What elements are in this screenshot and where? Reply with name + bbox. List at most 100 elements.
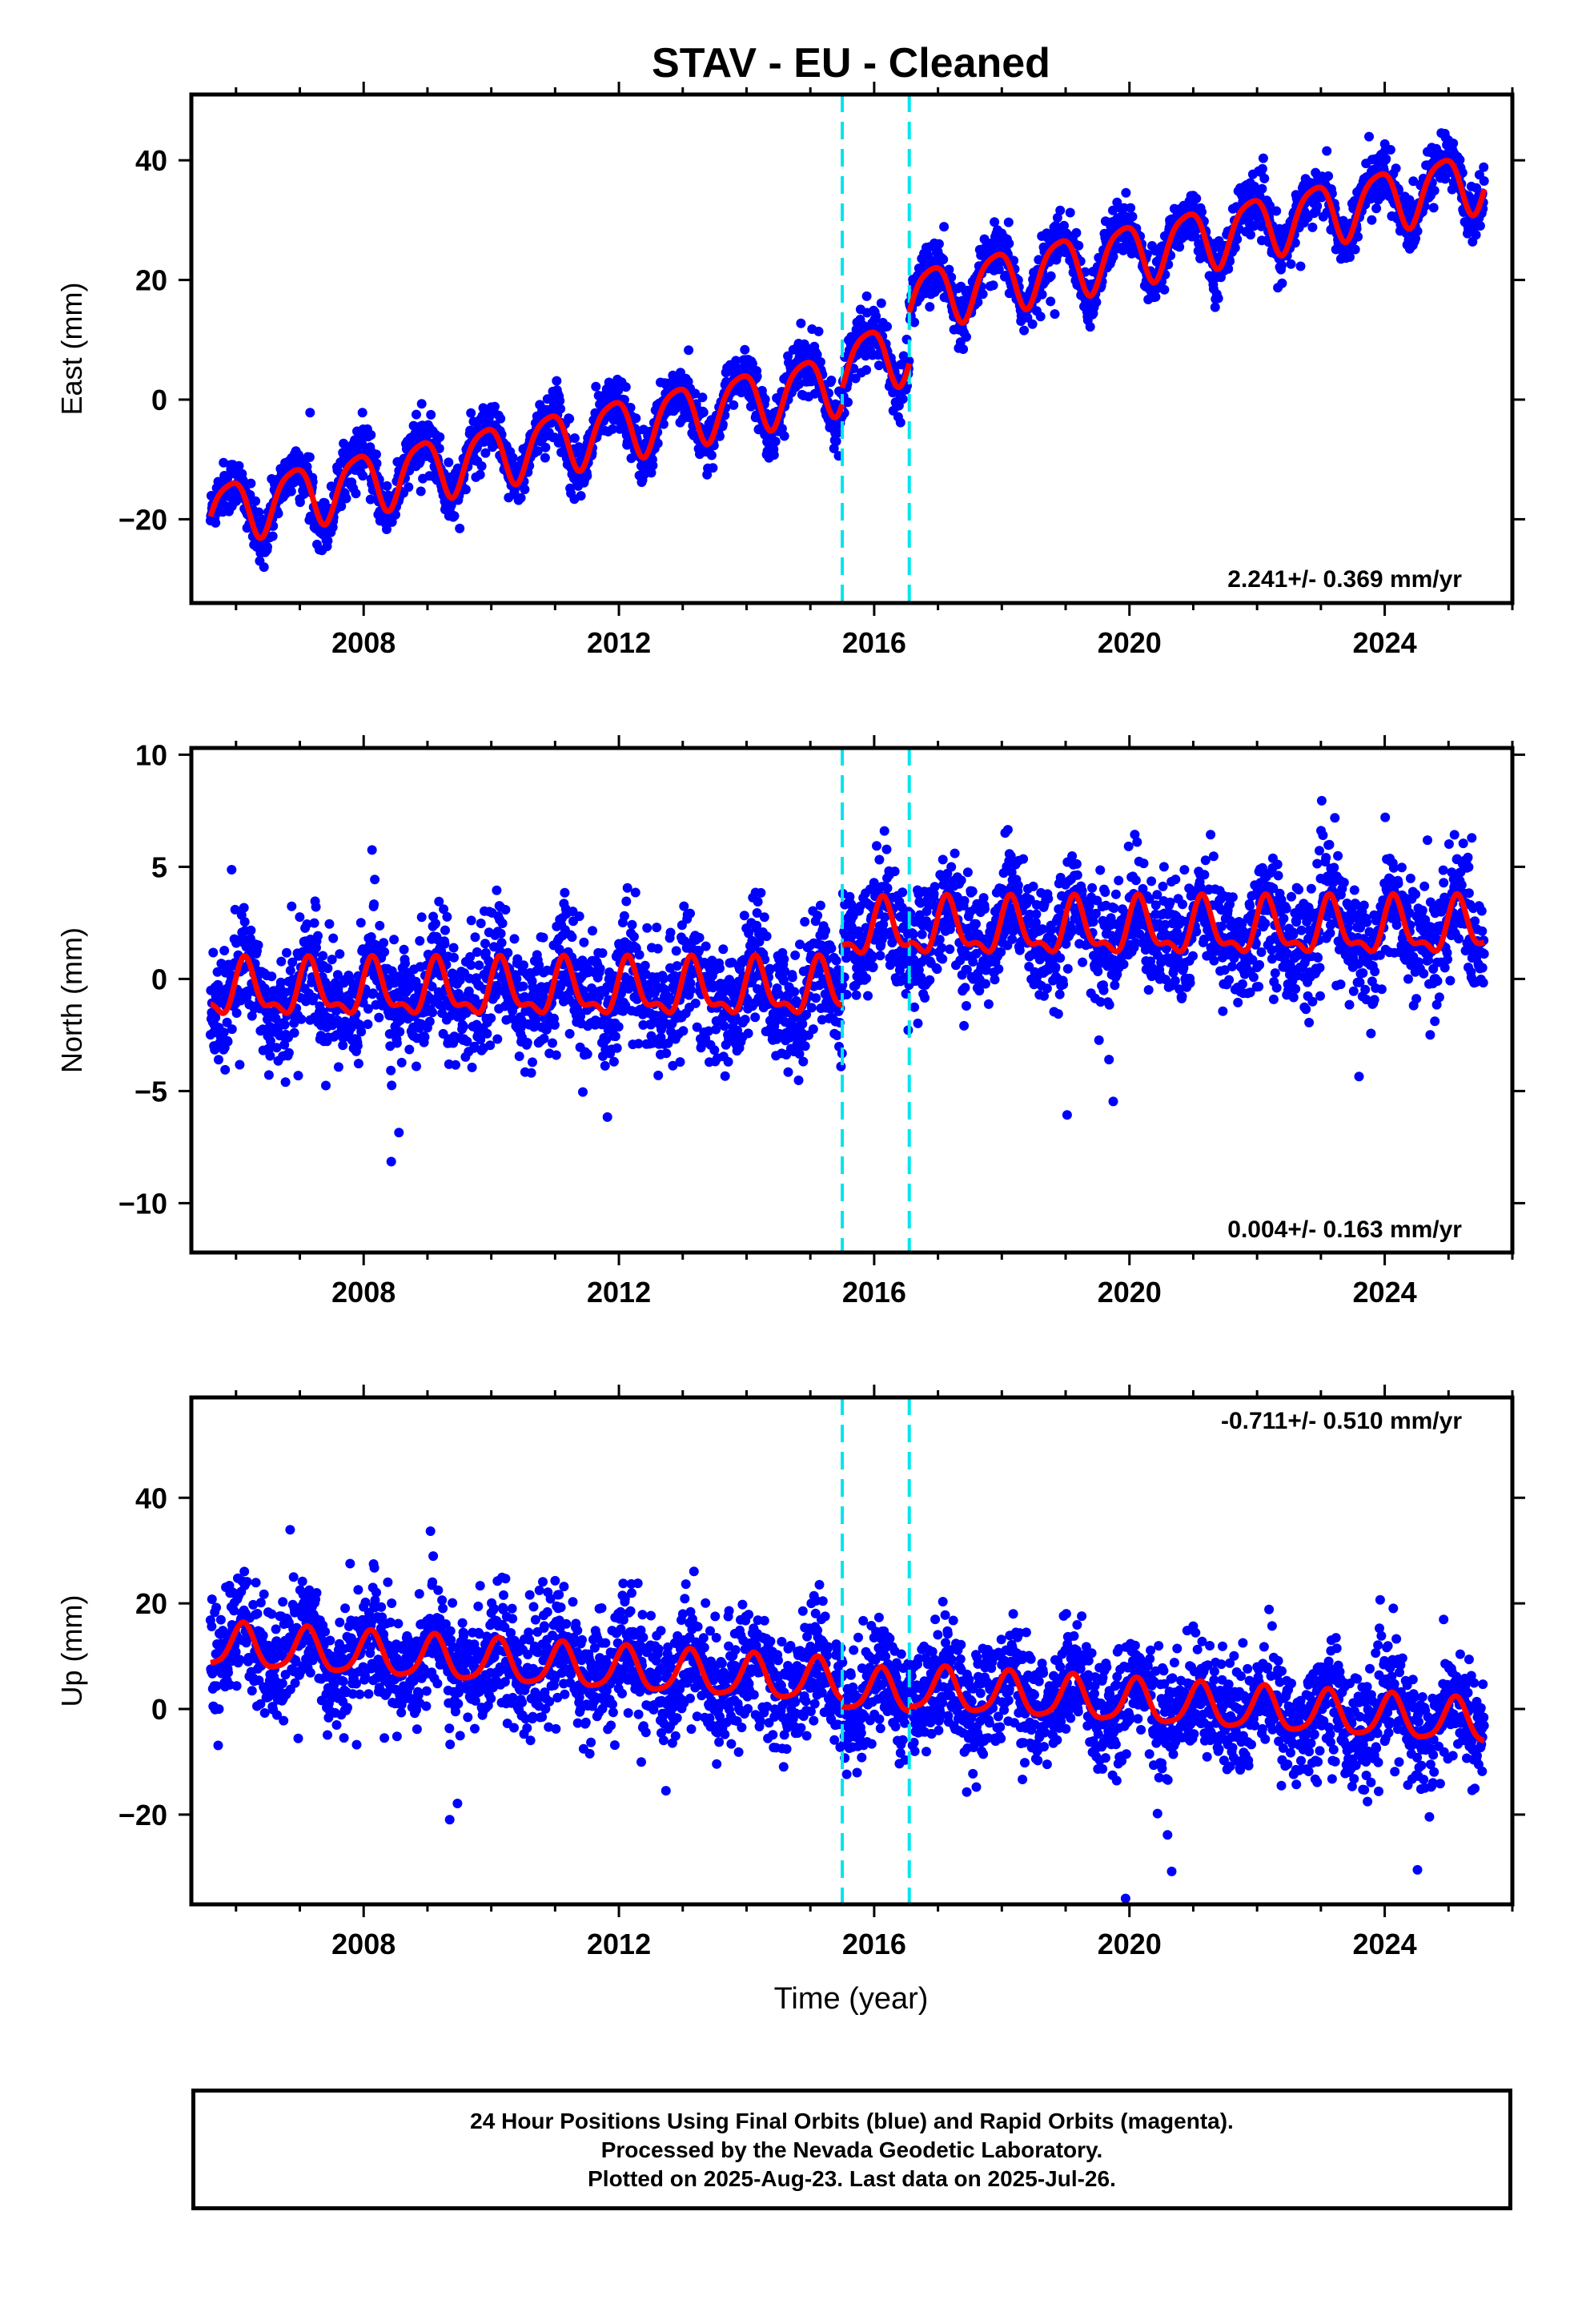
observation-point bbox=[211, 517, 221, 528]
observation-point bbox=[1230, 243, 1240, 253]
observation-point bbox=[1071, 227, 1082, 238]
observation-point bbox=[555, 396, 565, 406]
observation-point bbox=[324, 919, 335, 929]
observation-point bbox=[684, 345, 694, 356]
observation-point bbox=[780, 966, 790, 976]
observation-point bbox=[375, 920, 385, 931]
observation-point bbox=[415, 935, 425, 946]
observation-point bbox=[434, 444, 444, 453]
observation-point bbox=[386, 1065, 396, 1076]
observation-point bbox=[219, 1027, 229, 1038]
observation-point bbox=[777, 424, 787, 434]
y-tick-label: 0 bbox=[151, 384, 167, 416]
observation-point bbox=[509, 934, 520, 944]
observation-point bbox=[486, 1013, 496, 1023]
y-tick-label: 40 bbox=[135, 144, 167, 177]
observation-point bbox=[608, 1056, 619, 1067]
observation-point bbox=[794, 379, 804, 389]
observation-point bbox=[500, 905, 511, 915]
observation-point bbox=[551, 1050, 561, 1060]
observation-point bbox=[794, 1049, 805, 1059]
observation-point bbox=[1035, 312, 1046, 322]
observation-point bbox=[480, 448, 491, 458]
observation-point bbox=[578, 1087, 588, 1097]
observation-point bbox=[1249, 221, 1259, 231]
observation-point bbox=[665, 995, 675, 1006]
observation-point bbox=[1385, 145, 1395, 155]
observation-point bbox=[275, 977, 286, 987]
observation-point bbox=[793, 1076, 804, 1085]
observation-point bbox=[704, 1026, 714, 1036]
observation-point bbox=[729, 400, 739, 410]
observation-point bbox=[353, 1059, 363, 1069]
observation-point bbox=[426, 409, 436, 420]
observation-point bbox=[1074, 240, 1084, 251]
observation-point bbox=[576, 1011, 586, 1021]
observation-point bbox=[1371, 203, 1382, 214]
observation-point bbox=[779, 431, 789, 441]
observation-point bbox=[760, 394, 770, 404]
observation-point bbox=[556, 404, 566, 414]
observation-point bbox=[1085, 322, 1095, 332]
observation-point bbox=[1408, 176, 1419, 187]
observation-point bbox=[1429, 186, 1439, 195]
observation-point bbox=[861, 365, 872, 375]
observation-point bbox=[779, 954, 789, 964]
observation-point bbox=[265, 1051, 275, 1061]
observation-point bbox=[625, 403, 636, 412]
observation-point bbox=[333, 1062, 343, 1072]
observation-point bbox=[472, 947, 482, 957]
observation-point bbox=[648, 460, 658, 471]
observation-point bbox=[595, 963, 605, 974]
observation-point bbox=[394, 1128, 404, 1138]
observation-point bbox=[739, 911, 749, 921]
observation-point bbox=[882, 321, 892, 332]
observation-point bbox=[508, 452, 518, 463]
observation-point bbox=[302, 919, 312, 929]
observation-point bbox=[753, 897, 763, 907]
observation-point bbox=[1364, 131, 1374, 142]
observation-point bbox=[496, 928, 506, 939]
observation-point bbox=[289, 1027, 299, 1038]
observation-point bbox=[1065, 207, 1075, 218]
observation-point bbox=[747, 359, 757, 369]
observation-point bbox=[469, 1041, 480, 1051]
observation-point bbox=[1152, 283, 1162, 294]
observation-point bbox=[391, 509, 400, 520]
observation-point bbox=[490, 401, 500, 412]
observation-point bbox=[480, 939, 490, 949]
observation-point bbox=[455, 523, 465, 533]
observation-point bbox=[815, 357, 825, 367]
observation-point bbox=[496, 938, 507, 948]
observation-point bbox=[368, 988, 379, 999]
observation-points-east bbox=[205, 128, 1489, 573]
observation-point bbox=[254, 507, 264, 517]
observation-point bbox=[675, 1057, 685, 1068]
observation-point bbox=[1257, 183, 1267, 194]
observation-point bbox=[476, 461, 487, 471]
observation-point bbox=[451, 1059, 460, 1070]
observation-point bbox=[230, 904, 240, 915]
observation-point bbox=[470, 994, 480, 1004]
observation-point bbox=[895, 417, 905, 428]
observation-point bbox=[646, 468, 656, 478]
observation-point bbox=[253, 940, 263, 951]
observation-point bbox=[526, 1068, 536, 1078]
observation-point bbox=[620, 382, 631, 392]
observation-point bbox=[672, 961, 682, 971]
observation-point bbox=[366, 932, 376, 942]
observation-point bbox=[613, 385, 624, 396]
observation-point bbox=[630, 887, 640, 898]
observation-point bbox=[437, 1008, 448, 1019]
observation-point bbox=[214, 1055, 223, 1065]
observation-point bbox=[944, 264, 954, 275]
observation-point bbox=[668, 1060, 678, 1071]
observation-point bbox=[723, 1056, 733, 1067]
observation-point bbox=[694, 946, 705, 955]
observation-point bbox=[220, 1064, 231, 1075]
observation-point bbox=[694, 932, 705, 943]
observation-point bbox=[1055, 205, 1066, 215]
observation-point bbox=[773, 989, 784, 999]
observation-point bbox=[568, 907, 578, 917]
